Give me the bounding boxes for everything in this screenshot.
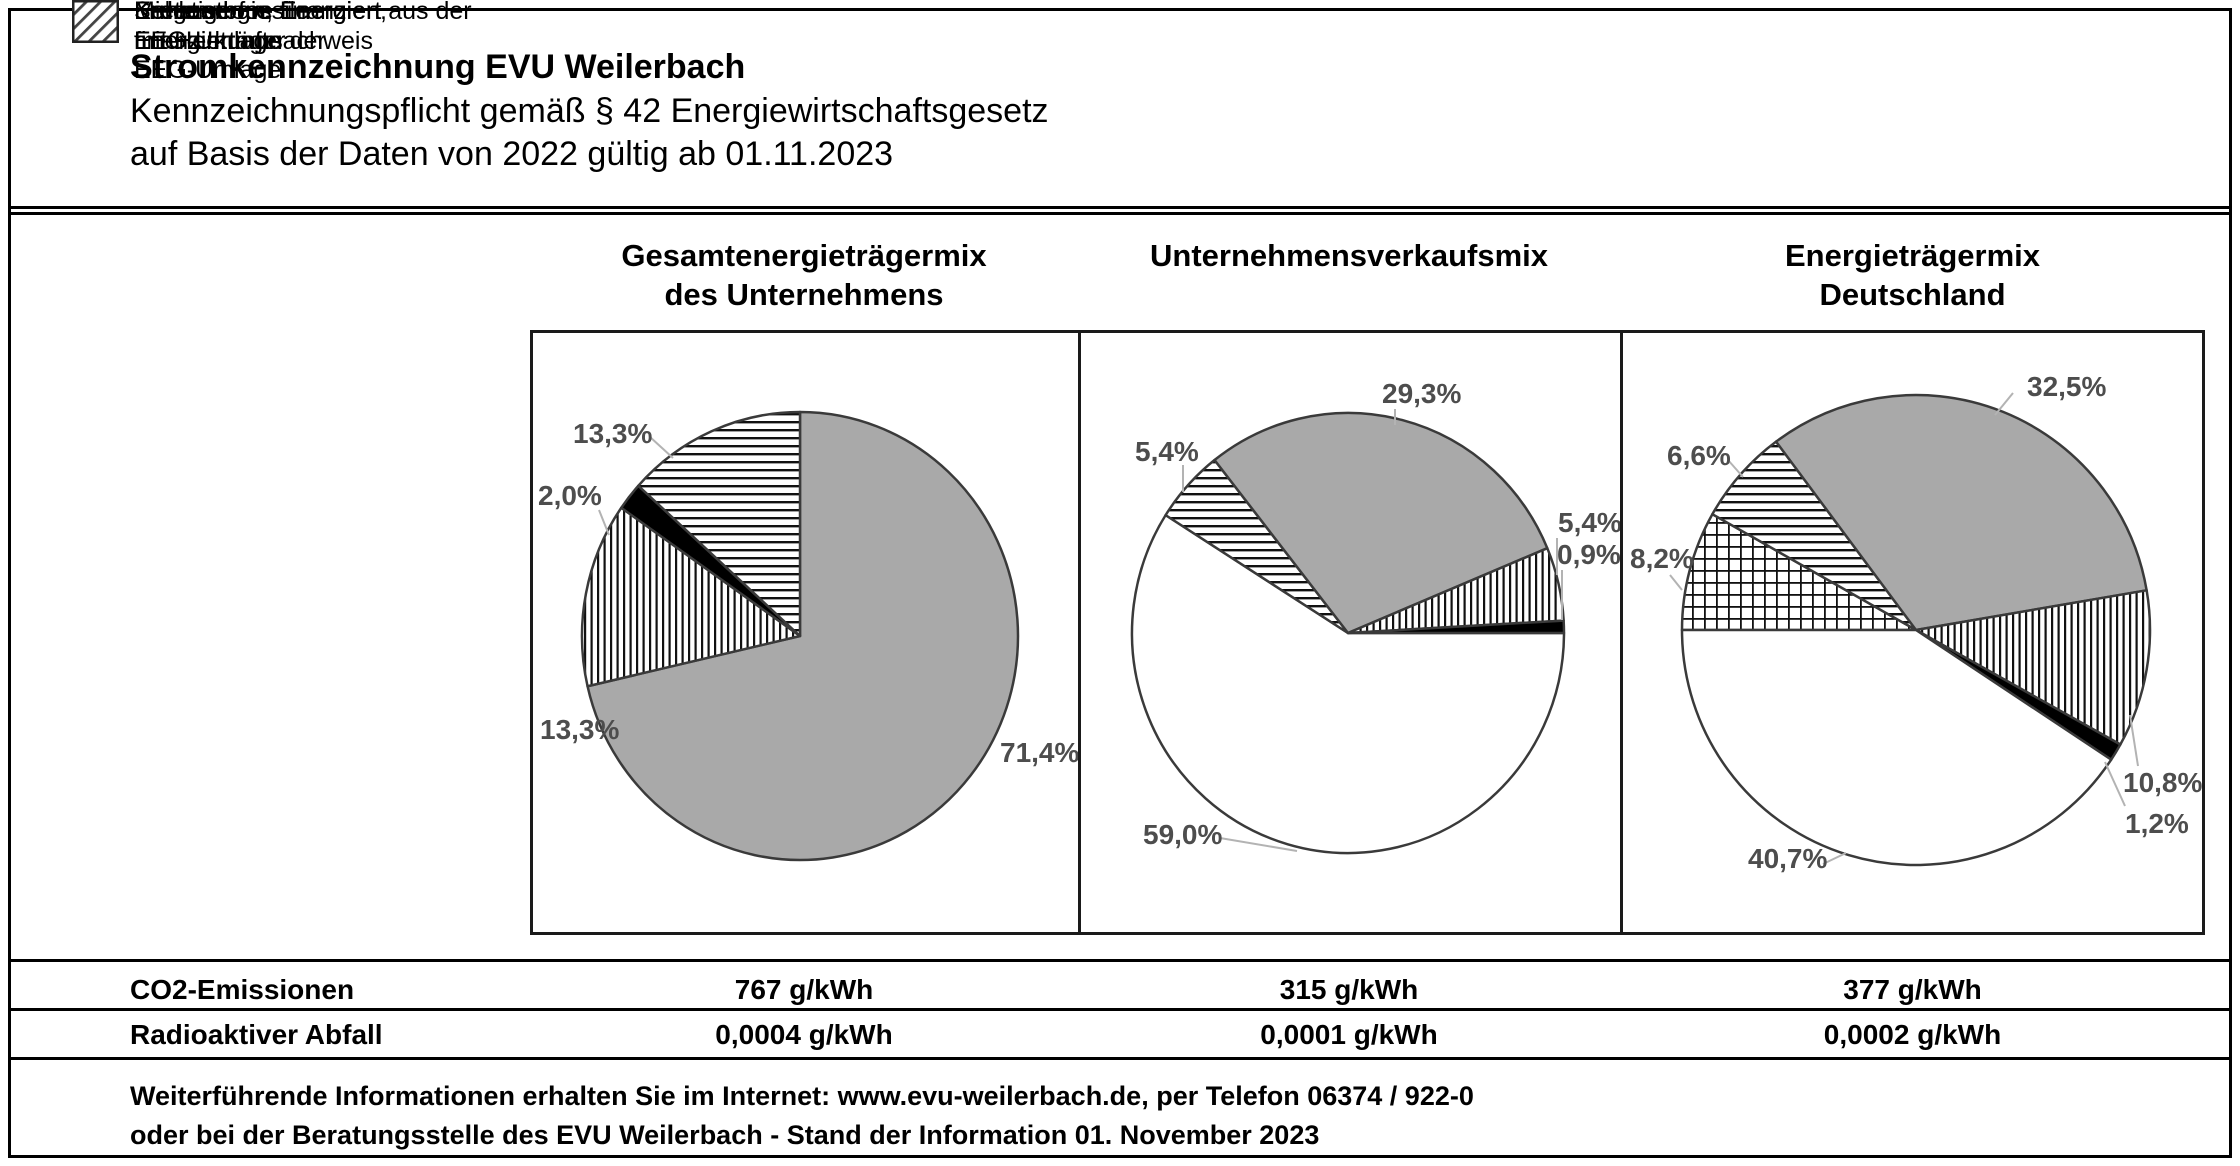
- chart-title-gesamtmix: Gesamtenergieträgermix des Unternehmens: [621, 238, 987, 312]
- table-row-label-co2: CO2-Emissionen: [130, 974, 355, 1005]
- pie-slice-kohle: [586, 410, 1020, 862]
- pie-percent-label: 10,8%: [2123, 767, 2202, 798]
- legend-label-mieterstrom: Mieterstrom, finanziert aus der EEG-Umla…: [134, 0, 472, 55]
- legend-label-ee-eeg: Erneuerbare Energien, finanziert aus der…: [134, 0, 387, 84]
- radioaktiv-value-deutschland: 0,0002 g/kWh: [1823, 1019, 2002, 1050]
- legend-label-sonstige-fossile: Sonstige fossile Energieträger: [134, 0, 310, 55]
- pie-slice-kohle: [1213, 411, 1549, 635]
- pie-chart-verkaufsmix: 29,3%5,4%5,4%0,9%59,0%: [1130, 378, 1620, 855]
- table-middle-line: [8, 1008, 2232, 1011]
- radioaktiv-value-verkaufsmix: 0,0001 g/kWh: [1260, 1019, 1438, 1050]
- pie-percent-label: 40,7%: [1748, 843, 1827, 874]
- label-leader-line: [1219, 837, 1298, 852]
- document-subtitle-validity: auf Basis der Daten von 2022 gültig ab 0…: [130, 135, 894, 173]
- legend-label-erdgas: Erdgas: [134, 0, 214, 25]
- chart-title-deutschland: Energieträgermix Deutschland: [1785, 238, 2040, 312]
- footer-info-line-1: Weiterführende Informationen erhalten Si…: [130, 1081, 1474, 1111]
- header-separator-line-2: [8, 212, 2232, 215]
- header-separator-line: [8, 206, 2232, 209]
- pie-slice-erdgas: [580, 506, 802, 688]
- label-leader-line: [2104, 761, 2126, 807]
- pie-percent-label: 13,3%: [540, 714, 619, 745]
- label-leader-line: [2129, 714, 2139, 767]
- co2-value-deutschland: 377 g/kWh: [1843, 974, 1982, 1005]
- pie-slice-kernenergie: [637, 410, 802, 638]
- pie-chart-gesamtmix: 13,3% 2,0% 13,3% 71,4%: [538, 410, 1078, 862]
- legend-label-kernenergie: Kernenergie: [134, 0, 271, 25]
- chart-divider-2: [1620, 330, 1623, 935]
- label-leader-line: [1994, 392, 2014, 416]
- pie-percent-label: 5,4%: [1558, 507, 1620, 538]
- table-bottom-line: [8, 1057, 2232, 1060]
- pie-slice-kohle: [1774, 393, 2148, 632]
- co2-value-verkaufsmix: 315 g/kWh: [1279, 974, 1419, 1005]
- co2-value-gesamtmix: 767 g/kWh: [734, 974, 874, 1005]
- chart-divider-1: [1078, 330, 1081, 935]
- chart-title-verkaufsmix: Unternehmensverkaufsmix: [1150, 238, 1548, 273]
- label-leader-line: [1822, 852, 1847, 865]
- pie-percent-label: 71,4%: [1000, 737, 1078, 768]
- document-title: Stromkennzeichnung EVU Weilerbach: [130, 48, 746, 86]
- radioaktiv-value-gesamtmix: 0,0004 g/kWh: [715, 1019, 893, 1050]
- label-leader-line: [649, 436, 674, 459]
- table-row-label-radioaktiv: Radioaktiver Abfall: [130, 1019, 383, 1050]
- pie-percent-label: 1,2%: [2125, 808, 2189, 839]
- pie-percent-label: 59,0%: [1143, 819, 1222, 850]
- document-subtitle-law: Kennzeichnungspflicht gemäß § 42 Energie…: [130, 92, 1049, 130]
- pie-percent-label: 0,9%: [1557, 539, 1620, 570]
- pie-percent-label: 6,6%: [1667, 440, 1731, 471]
- label-leader-line: [1669, 574, 1683, 591]
- legend-label-kohle: Kohle: [134, 0, 198, 25]
- pie-percent-label: 13,3%: [573, 418, 652, 449]
- pie-percent-label: 32,5%: [2027, 371, 2106, 402]
- pie-percent-label: 29,3%: [1382, 378, 1461, 409]
- footer-info-line-2: oder bei der Beratungsstelle des EVU Wei…: [130, 1120, 1320, 1150]
- pie-slice-ee-hkn: [1680, 512, 1918, 632]
- pie-percent-label: 5,4%: [1135, 436, 1199, 467]
- table-top-line: [8, 959, 2232, 962]
- pie-slice-erdgas: [1914, 589, 2152, 746]
- pie-percent-label: 8,2%: [1630, 543, 1694, 574]
- pie-slice-ee-eeg: [1680, 628, 2113, 867]
- label-leader-line: [1727, 459, 1744, 478]
- pie-slice-ee-eeg: [1130, 513, 1566, 855]
- pie-percent-label: 2,0%: [538, 480, 602, 511]
- pie-chart-deutschland: 32,5% 6,6% 8,2% 10,8% 1,2% 40,7%: [1630, 371, 2202, 874]
- pie-slice-sonstige-fossile: [1346, 619, 1566, 635]
- legend-label-ee-hkn: Erneuerbare Energien mit Herkunftnachwei…: [134, 0, 380, 55]
- page-border: [8, 8, 2232, 1158]
- legend-swatch-mieterstrom-icon: [72, 0, 119, 43]
- label-leader-line: [598, 509, 610, 536]
